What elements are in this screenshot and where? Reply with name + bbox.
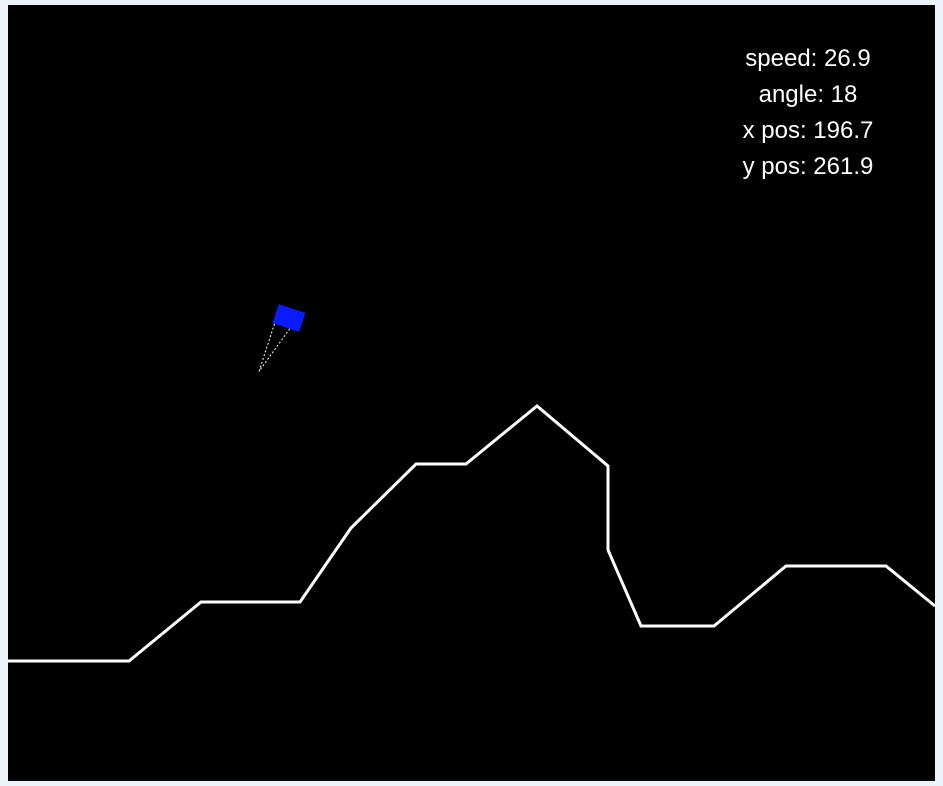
y-pos-readout: y pos: 261.9 bbox=[742, 153, 874, 180]
game-canvas[interactable] bbox=[8, 5, 935, 781]
thrust-flame bbox=[258, 323, 291, 372]
speed-readout: speed: 26.9 bbox=[745, 45, 871, 72]
angle-readout: angle: 18 bbox=[758, 81, 858, 108]
terrain-line bbox=[8, 404, 935, 663]
telemetry-hud: speed: 26.9 angle: 18 x pos: 196.7 y pos… bbox=[708, 41, 908, 185]
x-pos-readout: x pos: 196.7 bbox=[742, 117, 874, 144]
game-canvas-frame[interactable]: speed: 26.9 angle: 18 x pos: 196.7 y pos… bbox=[8, 5, 935, 781]
lander-body bbox=[272, 304, 306, 332]
lander-ship bbox=[258, 304, 306, 372]
